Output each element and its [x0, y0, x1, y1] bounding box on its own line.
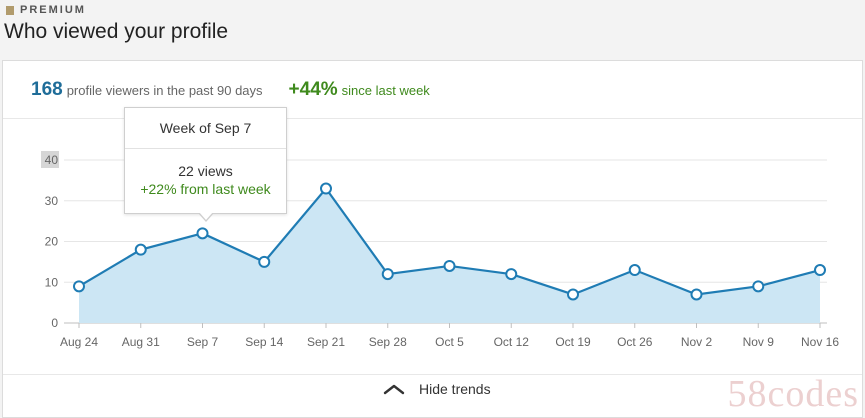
- x-tick-label: Oct 19: [555, 335, 591, 349]
- tooltip-change: +22% from last week: [140, 181, 271, 197]
- summary-row: 168 profile viewers in the past 90 days …: [31, 79, 430, 101]
- y-tick-label: 40: [45, 153, 59, 167]
- data-point: [196, 227, 209, 240]
- y-tick-label: 20: [45, 235, 59, 249]
- y-tick-label: 10: [45, 275, 59, 289]
- data-point: [443, 259, 456, 272]
- growth-label: since last week: [341, 83, 430, 98]
- data-point: [567, 288, 579, 301]
- profile-views-card: 168 profile viewers in the past 90 days …: [2, 60, 863, 418]
- viewers-count: 168: [31, 79, 63, 100]
- data-point: [814, 264, 826, 277]
- y-tick-label: 0: [51, 316, 58, 330]
- card-divider: [3, 118, 862, 119]
- x-tick-label: Sep 14: [245, 335, 283, 349]
- x-tick-label: Oct 12: [494, 335, 530, 349]
- x-tick-label: Aug 31: [122, 335, 160, 349]
- x-tick-label: Oct 5: [435, 335, 464, 349]
- x-tick-label: Aug 24: [60, 335, 98, 349]
- watermark: 58codes: [727, 373, 859, 415]
- y-tick-label: 30: [45, 194, 59, 208]
- week-tooltip: Week of Sep 7 22 views +22% from last we…: [124, 107, 287, 222]
- x-tick-label: Sep 21: [307, 335, 345, 349]
- x-tick-label: Sep 28: [369, 335, 407, 349]
- data-point: [73, 280, 85, 293]
- tooltip-views: 22 views: [178, 163, 233, 179]
- hide-trends-label: Hide trends: [419, 381, 491, 397]
- data-point: [690, 288, 703, 301]
- x-tick-label: Oct 26: [617, 335, 653, 349]
- data-point: [320, 182, 332, 195]
- footer-divider: [3, 374, 862, 375]
- data-point: [628, 264, 641, 277]
- x-tick-label: Nov 16: [801, 335, 839, 349]
- x-tick-label: Nov 2: [681, 335, 713, 349]
- data-point: [381, 268, 394, 281]
- premium-label: PREMIUM: [20, 4, 86, 16]
- growth-percent: +44%: [288, 79, 338, 100]
- data-point: [258, 255, 271, 268]
- premium-badge: PREMIUM: [6, 4, 86, 16]
- x-tick-label: Sep 7: [187, 335, 219, 349]
- viewers-label: profile viewers in the past 90 days: [66, 83, 263, 98]
- chevron-up-icon: [383, 384, 405, 395]
- x-tick-label: Nov 9: [743, 335, 775, 349]
- data-point: [134, 243, 147, 256]
- page-title: Who viewed your profile: [4, 20, 229, 43]
- data-point: [505, 268, 518, 281]
- data-point: [752, 280, 765, 293]
- hide-trends-button[interactable]: Hide trends: [383, 381, 491, 397]
- tooltip-pointer-fill: [199, 212, 213, 220]
- ytick-highlight: [41, 151, 59, 168]
- tooltip-divider: [125, 148, 286, 149]
- series-area: [79, 188, 820, 323]
- tooltip-title: Week of Sep 7: [159, 120, 252, 136]
- premium-icon: [6, 5, 14, 15]
